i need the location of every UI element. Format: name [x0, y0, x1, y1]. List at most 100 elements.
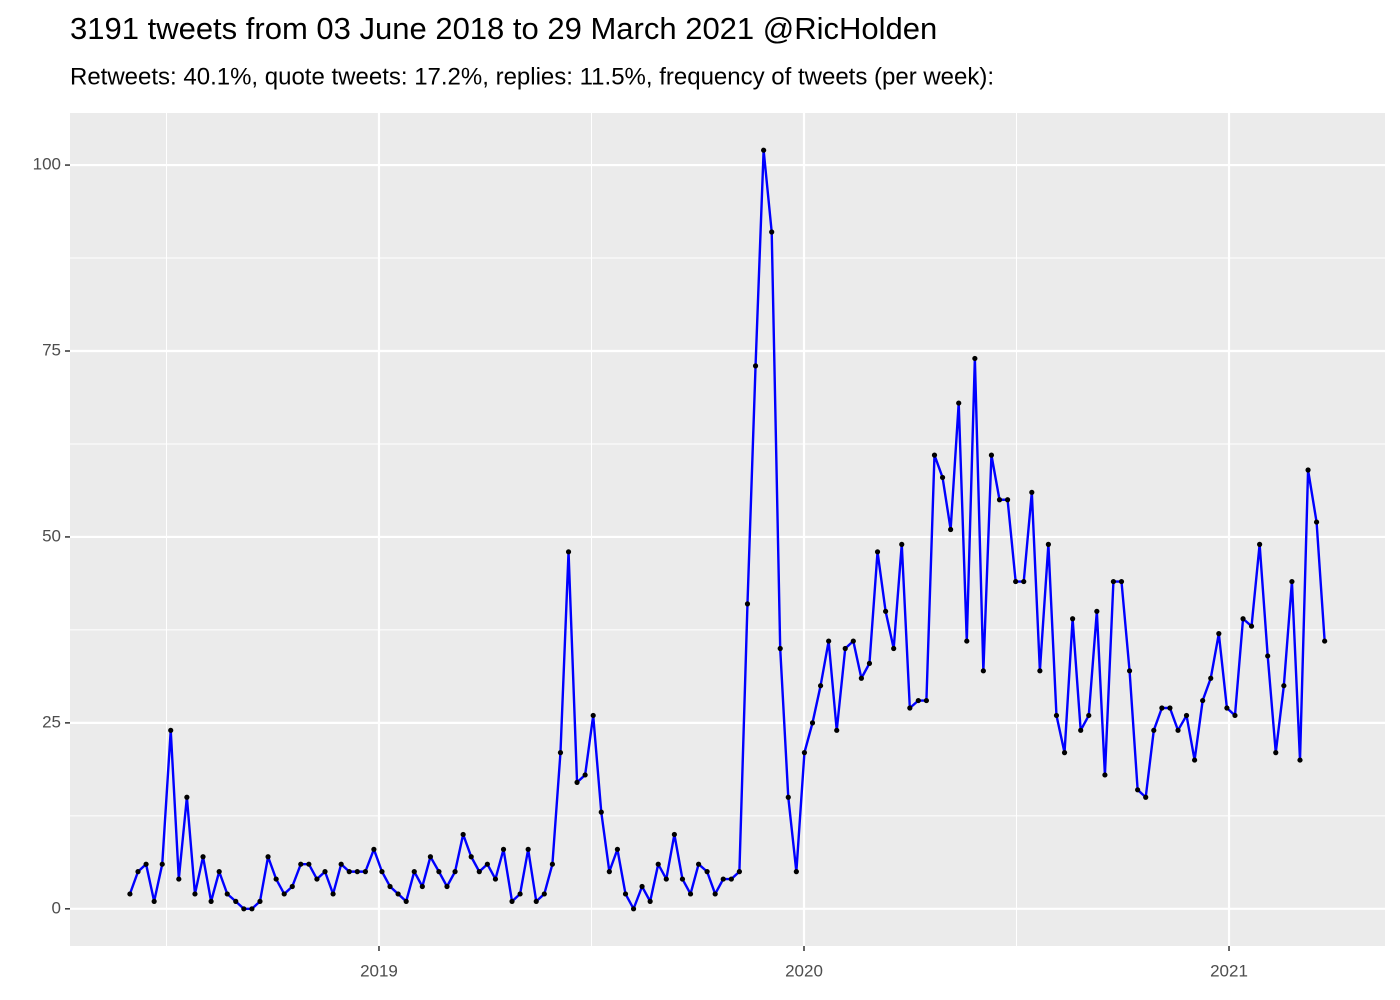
data-point — [1248, 623, 1255, 629]
data-point — [419, 883, 425, 890]
data-point — [948, 526, 954, 533]
data-point — [444, 883, 450, 890]
data-point — [687, 891, 694, 897]
data-point — [695, 861, 702, 867]
data-point — [362, 869, 368, 875]
data-point — [1183, 712, 1190, 719]
data-point — [630, 906, 637, 912]
data-point — [923, 697, 930, 704]
data-point — [866, 660, 873, 666]
y-tick-label: 0 — [52, 898, 61, 917]
chart-subtitle: Retweets: 40.1%, quote tweets: 17.2%, re… — [70, 63, 994, 90]
x-tick-label: 2021 — [1210, 961, 1248, 980]
data-point — [606, 869, 612, 875]
data-point — [931, 452, 938, 458]
data-point — [972, 355, 978, 362]
data-point — [135, 869, 141, 875]
data-point — [996, 497, 1003, 503]
data-point — [541, 891, 547, 897]
data-point — [647, 898, 653, 904]
data-point — [1004, 497, 1011, 503]
data-point — [403, 898, 409, 904]
data-point — [257, 898, 263, 904]
y-tick-label: 100 — [33, 155, 61, 174]
data-point — [549, 861, 555, 867]
panel — [70, 113, 1385, 946]
data-point — [500, 846, 507, 852]
data-point — [1086, 712, 1092, 719]
data-point — [574, 779, 580, 785]
data-point — [1297, 757, 1303, 763]
data-point — [1061, 750, 1068, 756]
data-point — [281, 891, 287, 897]
data-point — [216, 869, 222, 875]
data-point — [1037, 668, 1043, 674]
data-point — [517, 891, 523, 897]
data-point — [492, 876, 499, 882]
data-point — [484, 861, 490, 867]
data-point — [338, 861, 344, 867]
x-tick-label: 2019 — [360, 961, 398, 980]
data-point — [1110, 578, 1117, 585]
data-point — [1240, 616, 1246, 622]
data-point — [289, 883, 295, 890]
series-line — [128, 148, 1326, 911]
data-point — [241, 906, 247, 912]
data-point — [980, 668, 986, 674]
data-point — [891, 645, 897, 652]
data-point — [565, 549, 572, 555]
data-point — [395, 891, 401, 897]
data-point — [557, 750, 564, 756]
data-point — [387, 883, 393, 890]
data-point — [590, 712, 596, 719]
data-point — [842, 645, 848, 652]
data-point — [1094, 608, 1100, 614]
data-point — [704, 869, 710, 875]
data-point — [769, 229, 775, 235]
data-point — [809, 720, 816, 726]
data-point — [736, 869, 743, 875]
data-point — [127, 891, 133, 897]
data-point — [151, 898, 157, 904]
data-point — [785, 794, 791, 800]
data-point — [801, 750, 808, 756]
data-point — [509, 898, 515, 904]
data-point — [233, 898, 239, 904]
data-point — [436, 869, 442, 875]
data-point — [1159, 705, 1165, 711]
data-point — [671, 831, 677, 838]
data-point — [1322, 638, 1328, 644]
data-point — [1029, 489, 1035, 495]
data-point — [168, 727, 174, 733]
data-point — [468, 854, 474, 860]
data-point — [1013, 578, 1019, 585]
data-point — [460, 831, 466, 838]
data-point — [964, 638, 970, 644]
data-point — [379, 869, 385, 875]
data-point — [1208, 675, 1214, 681]
data-point — [411, 869, 417, 875]
data-point — [598, 809, 604, 815]
data-point — [533, 898, 539, 904]
data-point — [1289, 578, 1295, 585]
data-point — [143, 861, 149, 867]
data-point — [679, 876, 686, 882]
data-point — [249, 906, 255, 912]
data-point — [582, 772, 588, 778]
data-point — [1118, 578, 1125, 585]
data-point — [850, 638, 856, 644]
data-point — [346, 869, 352, 875]
data-point — [452, 869, 458, 875]
y-tick-label: 50 — [42, 526, 61, 545]
data-point — [655, 861, 661, 867]
y-tick-label: 25 — [42, 712, 61, 731]
data-point — [184, 794, 190, 800]
data-point — [314, 876, 320, 882]
data-point — [1053, 712, 1060, 719]
data-point — [1070, 616, 1076, 622]
data-point — [883, 608, 889, 614]
data-point — [354, 869, 360, 875]
data-point — [761, 147, 767, 153]
data-point — [752, 363, 759, 369]
